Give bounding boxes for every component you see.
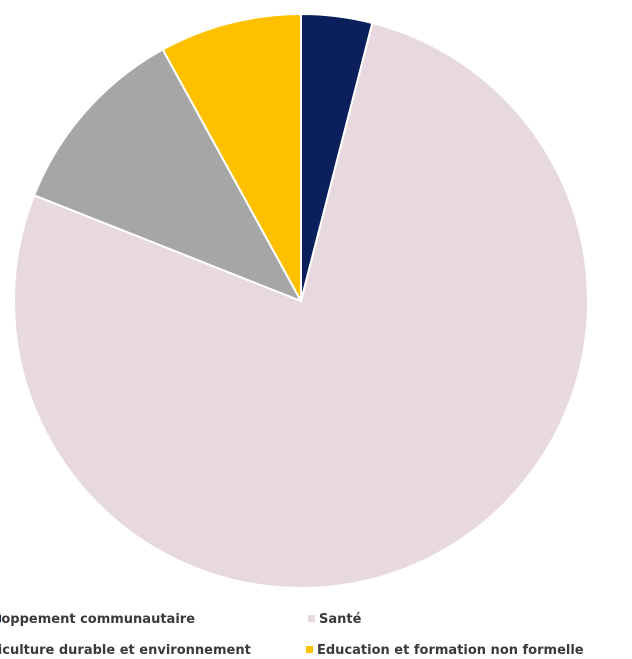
legend-entry-sante: Santé: [308, 612, 362, 627]
pie-slice-education: [161, 12, 302, 302]
legend-swatch-agriculture: [0, 646, 1, 653]
legend-label-education: Education et formation non formelle: [317, 643, 584, 658]
legend: Développement communautaire Santé Agricu…: [0, 612, 584, 658]
legend-entry-education: Education et formation non formelle: [306, 643, 584, 658]
legend-swatch-sante: [308, 615, 315, 622]
legend-label-agriculture: Agriculture durable et environnement: [0, 643, 251, 658]
legend-entry-agriculture: Agriculture durable et environnement: [0, 643, 251, 658]
pie-slice-sante: [13, 21, 589, 589]
pie-slices: [13, 12, 589, 589]
legend-label-developpement: Développement communautaire: [0, 612, 195, 627]
legend-entry-developpement: Développement communautaire: [0, 612, 195, 627]
pie-slice-agriculture: [32, 48, 304, 303]
legend-label-sante: Santé: [319, 612, 362, 627]
legend-swatch-developpement: [0, 615, 1, 622]
legend-swatch-education: [306, 646, 313, 653]
